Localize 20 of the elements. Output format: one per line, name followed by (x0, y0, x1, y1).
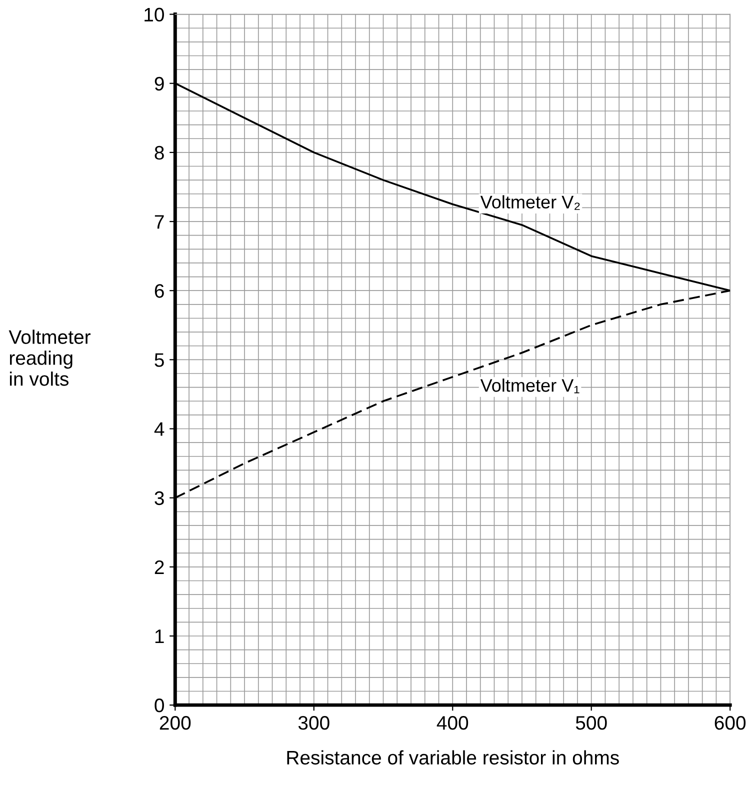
y-tick-label: 3 (154, 491, 164, 506)
x-tick-label: 500 (576, 716, 607, 730)
x-tick-label: 600 (714, 716, 746, 730)
series-label: Voltmeter V₂ (480, 195, 580, 210)
y-tick-label: 10 (144, 8, 164, 22)
y-tick-label: 8 (154, 146, 164, 160)
x-axis-title: Resistance of variable resistor in ohms (287, 750, 619, 765)
y-tick-label: 9 (154, 76, 164, 91)
x-tick-label: 400 (436, 716, 468, 730)
y-tick-label: 0 (154, 698, 164, 712)
y-tick-label: 7 (154, 215, 164, 229)
series-label: Voltmeter V₁ (480, 378, 580, 394)
y-tick-label: 1 (155, 630, 164, 644)
x-tick-label: 300 (298, 716, 330, 730)
x-tick-label: 200 (160, 716, 191, 730)
y-tick-label: 6 (154, 284, 164, 298)
y-tick-label: 2 (154, 560, 164, 574)
y-axis-title: Voltmeter reading in volts (8, 330, 90, 386)
y-tick-label: 4 (154, 422, 164, 436)
y-tick-label: 5 (154, 353, 164, 367)
